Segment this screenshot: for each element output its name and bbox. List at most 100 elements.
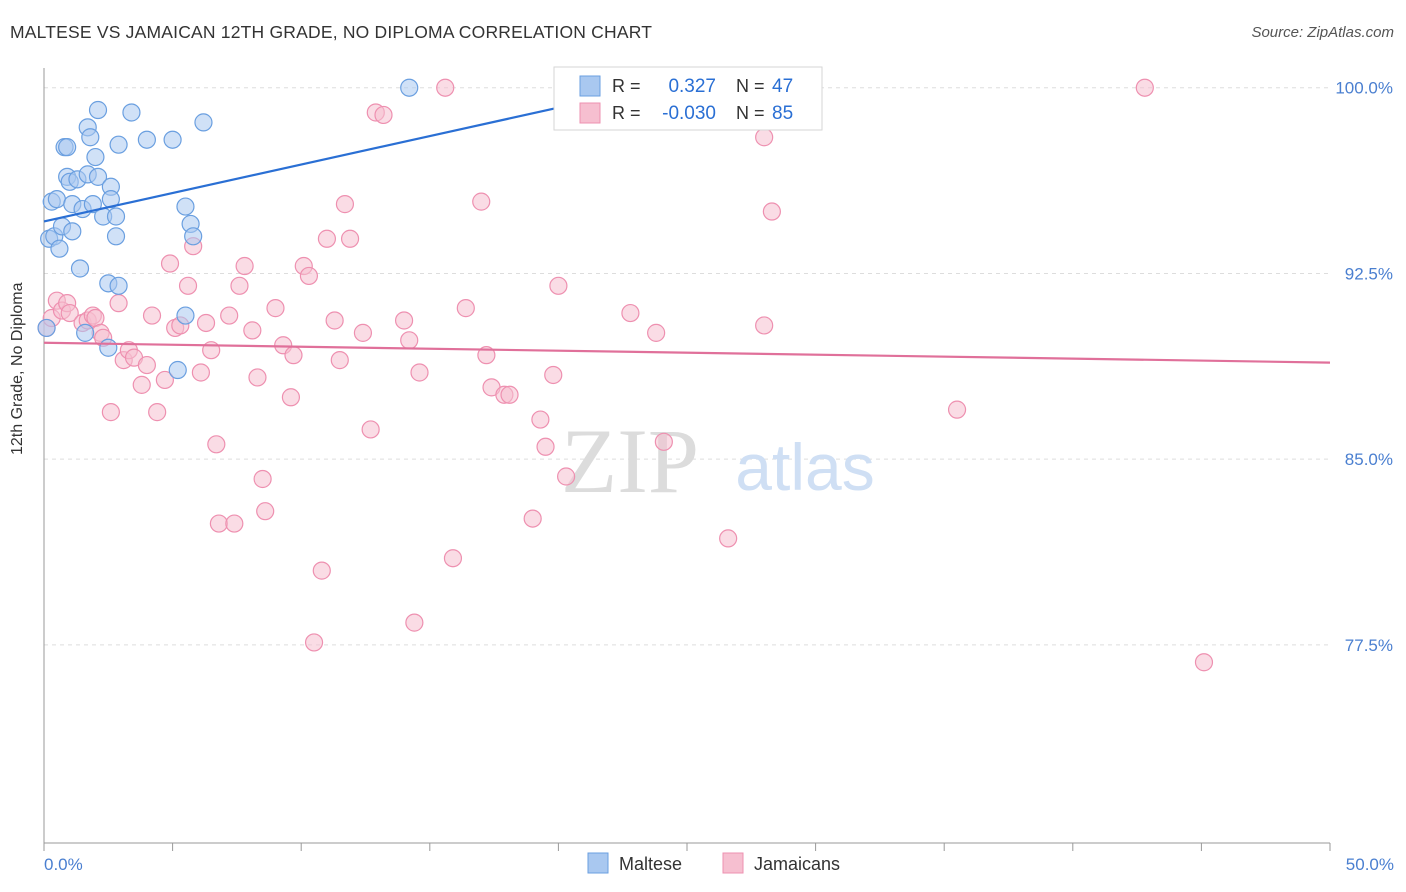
stats-legend-jamaican-swatch bbox=[579, 102, 601, 124]
jamaican-point bbox=[155, 370, 174, 390]
maltese-point bbox=[76, 323, 95, 342]
jamaican-point bbox=[132, 375, 151, 394]
jamaican-point bbox=[284, 346, 303, 365]
stats-legend-maltese-swatch bbox=[579, 75, 601, 97]
jamaican-point bbox=[400, 331, 419, 350]
maltese-point bbox=[99, 338, 118, 357]
jamaican-point bbox=[394, 311, 414, 330]
jamaican-point bbox=[557, 467, 576, 486]
legend-maltese-label: Maltese bbox=[619, 854, 682, 874]
jamaican-point bbox=[523, 509, 542, 528]
jamaican-point bbox=[137, 355, 156, 375]
legend-jamaican-label: Jamaicans bbox=[754, 854, 840, 874]
maltese-point bbox=[137, 130, 156, 149]
source-label: Source: ZipAtlas.com bbox=[1251, 24, 1394, 41]
chart-title: MALTESE VS JAMAICAN 12TH GRADE, NO DIPLO… bbox=[10, 22, 653, 42]
jamaican-point bbox=[353, 323, 373, 342]
jamaican-point bbox=[142, 306, 162, 325]
x-ticks bbox=[43, 843, 1331, 851]
y-tick-label: 100.0% bbox=[1335, 79, 1393, 98]
maltese-point bbox=[194, 113, 213, 132]
jamaican-point bbox=[654, 432, 673, 451]
y-axis-label: 12th Grade, No Diploma bbox=[9, 282, 26, 455]
watermark-zip: ZIP bbox=[561, 410, 699, 512]
x-tick-label-max: 50.0% bbox=[1346, 855, 1394, 874]
jamaican-point bbox=[1194, 653, 1214, 672]
jamaican-r-label: R = bbox=[612, 103, 641, 123]
jamaican-point bbox=[340, 229, 360, 248]
maltese-point bbox=[50, 239, 69, 258]
maltese-point bbox=[88, 100, 108, 120]
maltese-point bbox=[176, 197, 195, 216]
maltese-point bbox=[47, 190, 66, 209]
maltese-trend-line bbox=[43, 86, 649, 223]
legend-jamaican-swatch bbox=[722, 852, 744, 874]
jamaican-point bbox=[266, 299, 285, 318]
maltese-point bbox=[106, 207, 126, 226]
maltese-point bbox=[88, 167, 108, 186]
jamaican-point bbox=[719, 529, 738, 548]
jamaican-point bbox=[544, 365, 563, 385]
maltese-point bbox=[70, 259, 90, 278]
maltese-point bbox=[109, 276, 128, 295]
maltese-point bbox=[163, 130, 182, 149]
maltese-point bbox=[37, 318, 56, 338]
jamaican-point bbox=[500, 385, 519, 404]
jamaican-n-value: 85 bbox=[772, 103, 793, 124]
y-tick-label: 85.0% bbox=[1345, 450, 1393, 469]
jamaican-points bbox=[37, 78, 1214, 672]
jamaican-point bbox=[536, 437, 555, 456]
jamaican-point bbox=[456, 299, 475, 318]
maltese-n-label: N = bbox=[736, 76, 765, 96]
jamaican-point bbox=[60, 303, 79, 323]
jamaican-point bbox=[549, 276, 568, 295]
maltese-point bbox=[109, 135, 128, 154]
jamaican-point bbox=[248, 368, 267, 387]
maltese-point bbox=[81, 128, 100, 147]
y-tick-labels: 77.5% 85.0% 92.5% 100.0% bbox=[1335, 79, 1393, 655]
stats-legend: R = 0.327 N = 47 R = -0.030 N = 85 bbox=[553, 66, 823, 131]
jamaican-point bbox=[235, 256, 254, 276]
jamaican-point bbox=[225, 514, 244, 533]
maltese-r-label: R = bbox=[612, 76, 641, 96]
jamaican-n-label: N = bbox=[736, 103, 765, 123]
jamaican-point bbox=[325, 311, 344, 330]
jamaican-point bbox=[335, 195, 355, 214]
maltese-point bbox=[83, 195, 102, 214]
maltese-point bbox=[86, 147, 105, 167]
jamaican-point bbox=[947, 400, 967, 419]
bottom-legend: Maltese Jamaicans bbox=[587, 852, 840, 874]
legend-maltese-swatch bbox=[587, 852, 609, 874]
jamaican-point bbox=[436, 78, 455, 97]
jamaican-point bbox=[755, 316, 774, 335]
jamaican-point bbox=[256, 502, 275, 521]
maltese-point bbox=[176, 306, 195, 325]
jamaican-point bbox=[299, 266, 319, 286]
maltese-point bbox=[63, 222, 82, 241]
jamaican-point bbox=[1135, 78, 1154, 97]
jamaican-point bbox=[220, 306, 239, 325]
jamaican-point bbox=[207, 435, 226, 454]
maltese-point bbox=[400, 78, 419, 97]
jamaican-point bbox=[178, 276, 198, 295]
jamaican-point bbox=[477, 346, 496, 365]
maltese-r-value: 0.327 bbox=[668, 76, 716, 97]
trend-lines bbox=[43, 86, 1331, 364]
jamaican-point bbox=[531, 410, 550, 429]
jamaican-point bbox=[472, 192, 491, 211]
jamaican-point bbox=[148, 403, 167, 422]
jamaican-point bbox=[410, 363, 429, 382]
y-tick-label: 77.5% bbox=[1345, 636, 1393, 655]
jamaican-point bbox=[109, 294, 128, 313]
jamaican-point bbox=[253, 469, 272, 489]
jamaican-trend-line bbox=[43, 341, 1331, 364]
jamaican-point bbox=[762, 202, 781, 221]
jamaican-point bbox=[230, 276, 249, 295]
y-tick-label: 92.5% bbox=[1345, 264, 1393, 283]
jamaican-point bbox=[647, 323, 666, 342]
jamaican-point bbox=[405, 613, 424, 632]
grid-lines bbox=[44, 87, 1330, 646]
jamaican-point bbox=[312, 561, 331, 580]
jamaican-point bbox=[304, 633, 324, 652]
